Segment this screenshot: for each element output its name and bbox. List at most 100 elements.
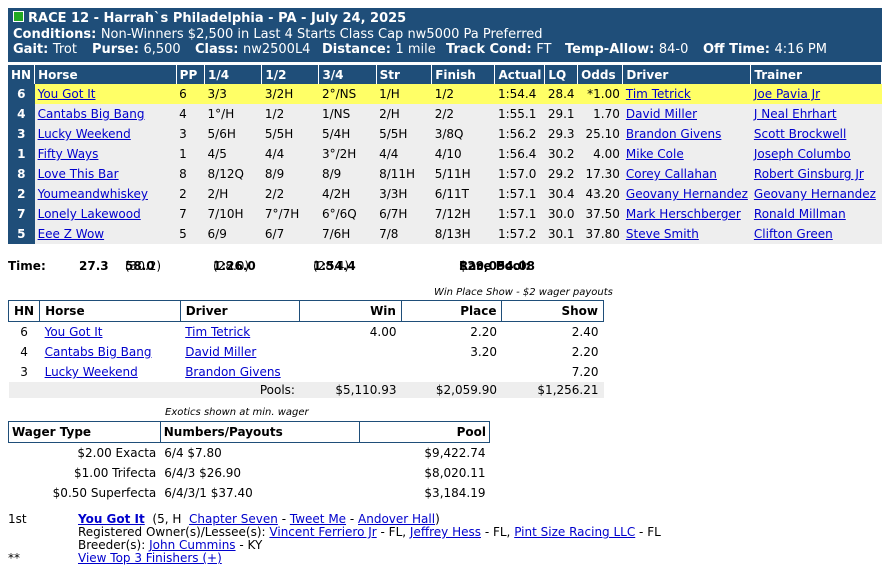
pay-driver-link[interactable]: Brandon Givens <box>185 365 281 379</box>
trainer-link[interactable]: Geovany Hernandez <box>753 187 876 201</box>
cell-q1: 1°/H <box>204 104 262 124</box>
horse-link[interactable]: Lucky Weekend <box>37 127 131 141</box>
trainer-link[interactable]: Joe Pavia Jr <box>753 87 821 101</box>
pay-horse-link[interactable]: Cantabs Big Bang <box>44 345 152 359</box>
driver-link[interactable]: Mike Cole <box>625 147 684 161</box>
time-three-quarter: 1:26.0 <box>213 259 256 273</box>
col-hn: HN <box>8 65 36 84</box>
col-q1: 1/4 <box>204 65 263 84</box>
driver-link[interactable]: Steve Smith <box>625 227 699 241</box>
driver-link[interactable]: Tim Tetrick <box>625 87 691 101</box>
trainer-link[interactable]: Joseph Columbo <box>753 147 851 161</box>
owner-link-2[interactable]: Jeffrey Hess <box>409 525 481 539</box>
pay-driver-link[interactable]: Tim Tetrick <box>185 325 251 339</box>
cell-str: 7/8 <box>376 224 432 244</box>
horse-link[interactable]: Love This Bar <box>37 167 119 181</box>
conditions-label: Conditions: <box>13 26 97 42</box>
exo-cell-type: $2.00 Exacta <box>77 446 157 460</box>
pay-cell-hn: 4 <box>20 345 28 359</box>
pay-horse-link[interactable]: Lucky Weekend <box>44 365 138 379</box>
sire-link[interactable]: Chapter Seven <box>189 512 278 526</box>
cell-str: 4/4 <box>376 144 432 164</box>
cell-q1: 6/9 <box>204 224 262 244</box>
horse-link[interactable]: Fifty Ways <box>37 147 99 161</box>
exo-col-payouts: Numbers/Payouts <box>159 421 361 443</box>
trainer-link[interactable]: Clifton Green <box>753 227 833 241</box>
cell-pp: 5 <box>176 224 205 244</box>
exo-cell-payout: 6/4/3/1 $37.40 <box>164 486 253 500</box>
horse-link[interactable]: Lonely Lakewood <box>37 207 141 221</box>
view-top3-link[interactable]: View Top 3 Finishers (+) <box>78 551 222 565</box>
winner-link[interactable]: You Got It <box>78 512 145 526</box>
horse-link[interactable]: Cantabs Big Bang <box>37 107 145 121</box>
pools-row: Pools: $5,110.93 $2,059.90 $1,256.21 <box>8 382 604 398</box>
cell-actual: 1:56.2 <box>494 124 545 144</box>
driver-link[interactable]: Corey Callahan <box>625 167 717 181</box>
driver-link[interactable]: Geovany Hernandez <box>625 187 748 201</box>
class-value: nw2500L4 <box>242 42 311 57</box>
cell-hn: 7 <box>8 204 35 224</box>
race-status-icon <box>13 11 24 22</box>
exotic-row: $2.00 Exacta 6/4 $7.80 $9,422.74 <box>9 443 490 464</box>
damsire-link[interactable]: Andover Hall <box>358 512 436 526</box>
cell-odds: 37.50 <box>577 204 623 224</box>
cell-pp: 3 <box>176 124 205 144</box>
cell-actual: 1:57.0 <box>494 164 545 184</box>
horse-link[interactable]: Eee Z Wow <box>37 227 105 241</box>
exo-col-pool: Pool <box>359 421 490 443</box>
driver-link[interactable]: David Miller <box>625 107 698 121</box>
time-final: 1:54.4 <box>313 259 356 273</box>
cell-q1: 2/H <box>204 184 262 204</box>
cell-odds: *1.00 <box>577 84 623 104</box>
distance-label: Distance: <box>322 42 391 57</box>
owner-link-1[interactable]: Vincent Ferriero Jr <box>269 525 377 539</box>
time-label: Time: <box>8 259 46 273</box>
pay-col-driver: Driver <box>179 300 301 322</box>
cell-odds: 1.70 <box>577 104 623 124</box>
trainer-link[interactable]: Robert Ginsburg Jr <box>753 167 864 181</box>
payout-header-row: HN Horse Driver Win Place Show <box>7 300 604 322</box>
exo-cell-pool: $9,422.74 <box>424 446 486 460</box>
owner-link-3[interactable]: Pint Size Racing LLC <box>514 525 636 539</box>
exo-cell-pool: $3,184.19 <box>424 486 486 500</box>
cell-pp: 8 <box>176 164 205 184</box>
horse-link[interactable]: You Got It <box>37 87 96 101</box>
cell-horse: Lonely Lakewood <box>34 204 177 224</box>
cell-odds: 43.20 <box>577 184 623 204</box>
result-row: 6 You Got It 6 3/3 3/2H 2°/NS 1/H 1/2 1:54.4 28.4… <box>8 84 882 104</box>
temp-allow-value: 84-0 <box>658 42 689 57</box>
col-pp: PP <box>176 65 206 84</box>
distance-value: 1 mile <box>395 42 436 57</box>
results-table: HN Horse PP 1/4 1/2 3/4 Str Finish Actua… <box>8 65 882 244</box>
col-driver: Driver <box>622 65 752 84</box>
col-trainer: Trainer <box>750 65 882 84</box>
dam-link[interactable]: Tweet Me <box>289 512 347 526</box>
horse-link[interactable]: Youmeandwhiskey <box>37 187 148 201</box>
cell-lq: 30.1 <box>544 224 578 244</box>
pay-horse-link[interactable]: You Got It <box>44 325 103 339</box>
race-header: RACE 12 - Harrah`s Philadelphia - PA - J… <box>8 8 882 62</box>
cell-hn: 8 <box>8 164 35 184</box>
cell-q3: 4/2H <box>318 184 377 204</box>
pay-driver-link[interactable]: David Miller <box>185 345 257 359</box>
breeder-link[interactable]: John Cummins <box>149 538 236 552</box>
owner-loc-1: - FL, <box>376 525 407 539</box>
trainer-link[interactable]: Scott Brockwell <box>753 127 847 141</box>
cell-trainer: Scott Brockwell <box>750 124 882 144</box>
trainer-link[interactable]: J Neal Ehrhart <box>753 107 837 121</box>
pay-cell-driver: Brandon Givens <box>180 362 300 382</box>
result-row: 2 Youmeandwhiskey 2 2/H 2/2 4/2H 3/3H 6/11T 1:57… <box>8 184 882 204</box>
cell-q3: 2°/NS <box>318 84 377 104</box>
conditions-text: Non-Winners $2,500 in Last 4 Starts Clas… <box>100 26 543 42</box>
result-row: 7 Lonely Lakewood 7 7/10H 7°/7H 6°/6Q 6/7H 7/12… <box>8 204 882 224</box>
driver-link[interactable]: Mark Herschberger <box>625 207 741 221</box>
cell-q2: 8/9 <box>261 164 319 184</box>
cell-driver: Mike Cole <box>622 144 751 164</box>
col-lq: LQ <box>544 65 579 84</box>
col-horse: Horse <box>34 65 177 84</box>
cell-pp: 6 <box>176 84 205 104</box>
driver-link[interactable]: Brandon Givens <box>625 127 722 141</box>
cell-q2: 1/2 <box>261 104 319 124</box>
cell-driver: Corey Callahan <box>622 164 751 184</box>
trainer-link[interactable]: Ronald Millman <box>753 207 846 221</box>
